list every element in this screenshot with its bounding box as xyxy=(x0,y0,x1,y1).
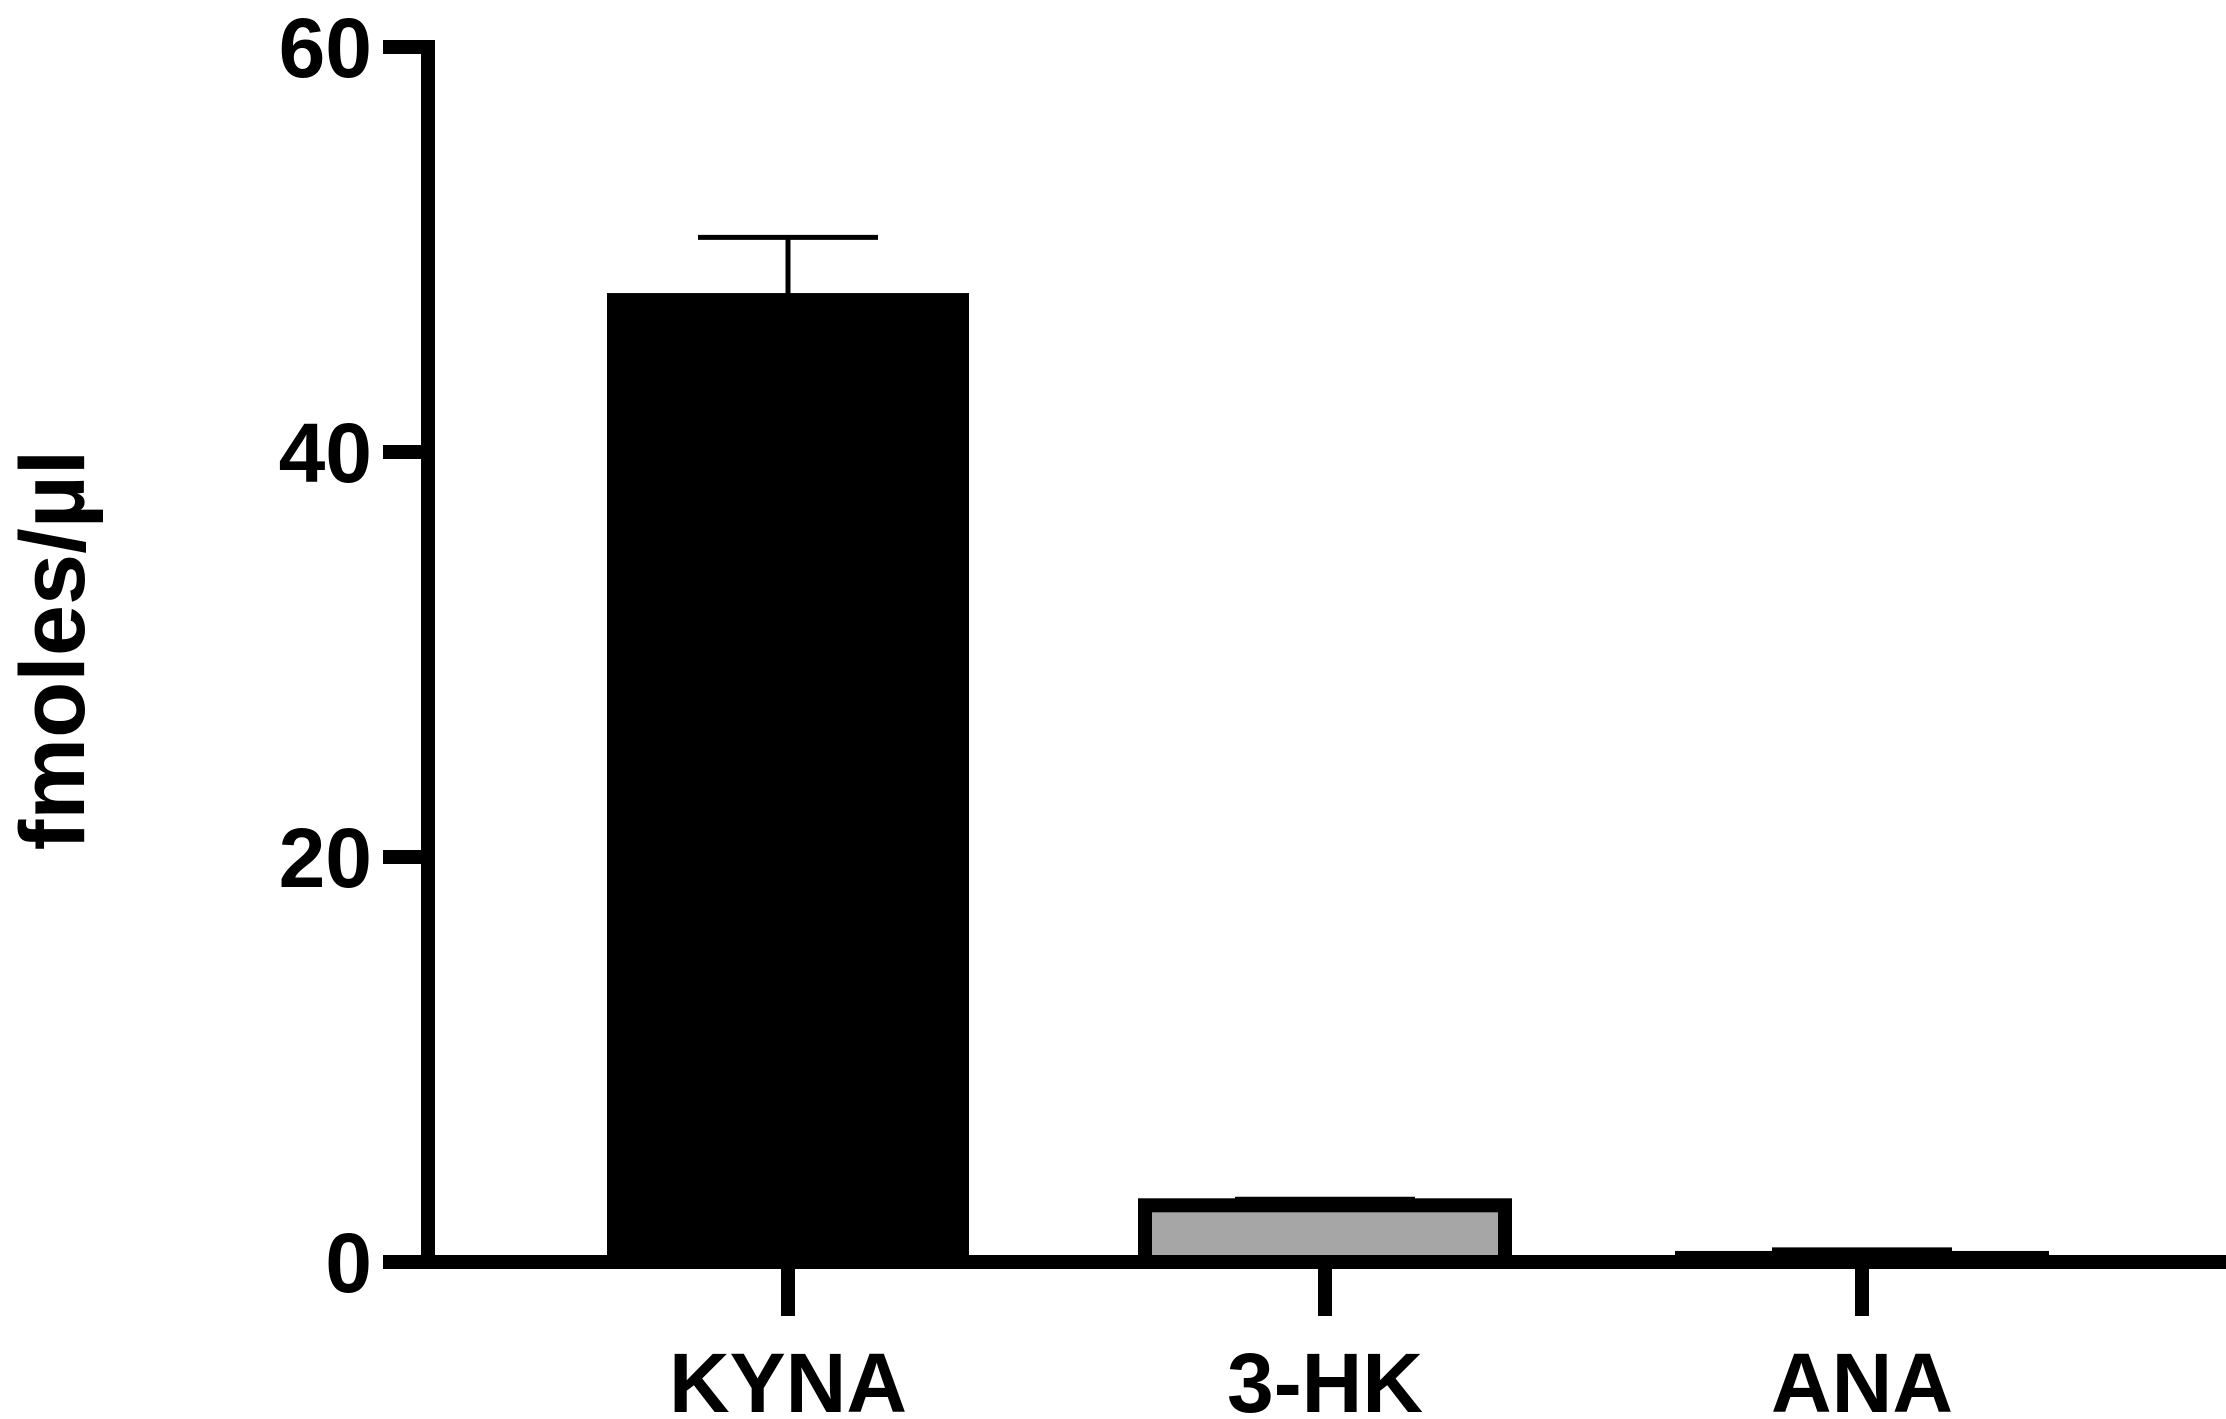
error-bars-group xyxy=(698,234,1952,1258)
x-tick-label-ana: ANA xyxy=(1771,1336,1953,1419)
x-ticks-group: KYNA 3-HK ANA xyxy=(669,1262,1953,1419)
bars-group xyxy=(607,293,2049,1270)
y-tick-label-20: 20 xyxy=(279,811,372,905)
y-tick-label-0: 0 xyxy=(325,1216,372,1310)
y-tick-label-40: 40 xyxy=(279,406,372,500)
x-tick-label-3-hk: 3-HK xyxy=(1227,1336,1423,1419)
y-tick-label-60: 60 xyxy=(279,1,372,95)
x-tick-label-kyna: KYNA xyxy=(669,1336,907,1419)
bar-3-hk xyxy=(1138,1198,1512,1270)
y-ticks-group: 0 20 40 60 xyxy=(279,1,428,1310)
y-axis-title: fmoles/µl xyxy=(2,450,104,851)
bar-kyna xyxy=(607,293,969,1263)
